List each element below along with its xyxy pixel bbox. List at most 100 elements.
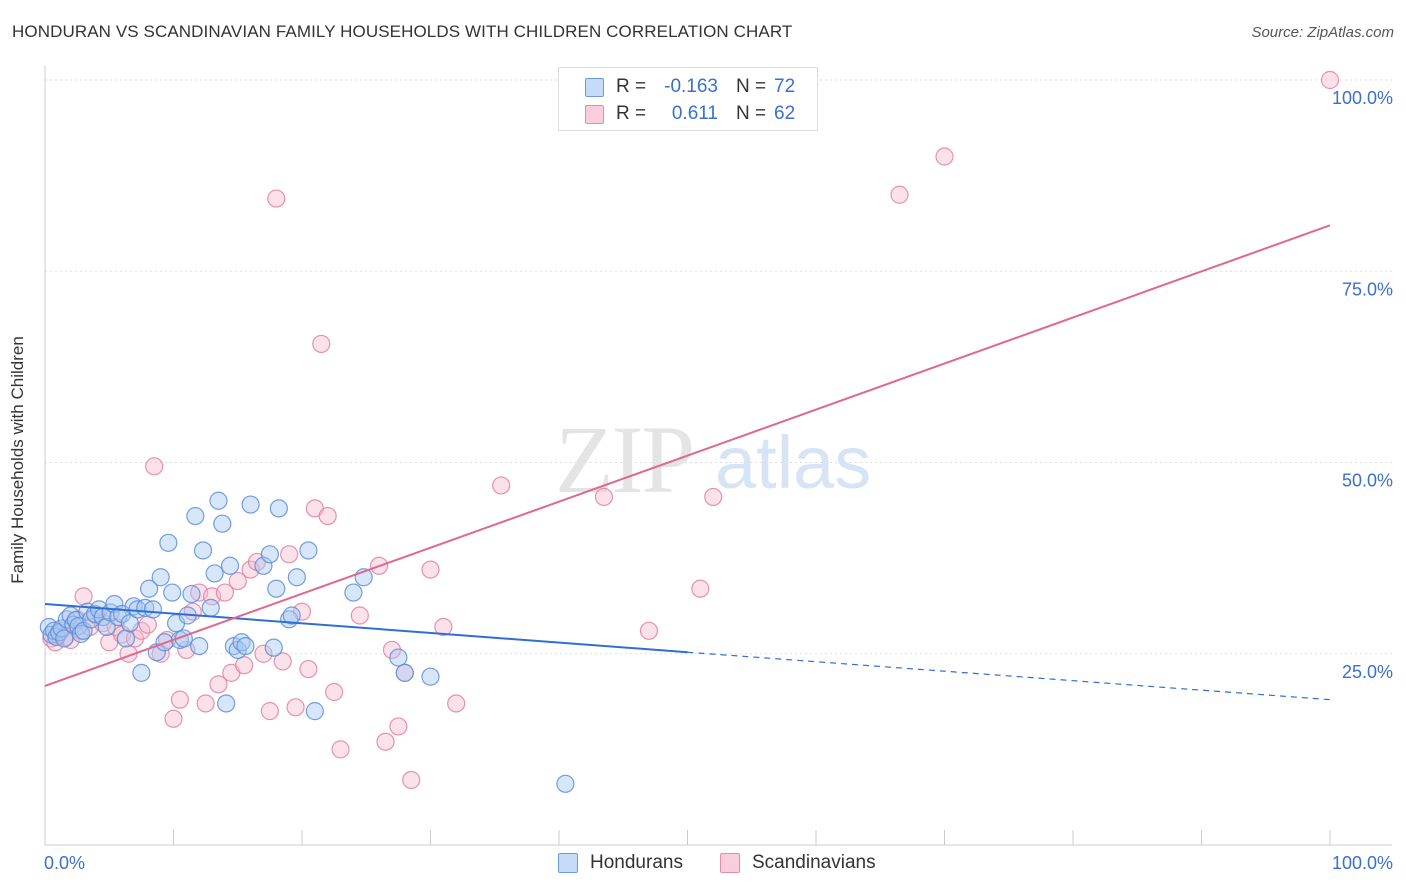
- legend-r-label: R =: [616, 76, 647, 97]
- scandinavian-point: [447, 694, 466, 713]
- scandinavian-point: [299, 659, 318, 679]
- series-legend: Hondurans Scandinavians: [0, 852, 1406, 878]
- honduran-point: [282, 606, 301, 625]
- honduran-trend-extension: [687, 651, 1331, 701]
- scandinavian-point: [260, 702, 279, 721]
- scandinavian-point: [594, 487, 614, 507]
- watermark-atlas: atlas: [715, 421, 871, 504]
- legend-r-value: 0.611: [671, 103, 718, 124]
- honduran-point: [71, 624, 91, 643]
- scandinavian-point: [1320, 70, 1340, 90]
- honduran-point: [254, 556, 273, 575]
- honduran-point: [151, 568, 170, 587]
- scandinavian-point: [318, 506, 337, 526]
- legend-r-label: R =: [616, 103, 647, 124]
- scandinavian-point: [639, 621, 659, 640]
- scandinavian-point: [273, 652, 292, 671]
- honduran-point: [120, 614, 139, 633]
- legend-label-scandinavians: Scandinavians: [752, 852, 876, 873]
- stats-legend: R = -0.163 N = 72 R = 0.611 N = 62: [558, 67, 818, 131]
- legend-n-label: N =: [736, 103, 767, 124]
- scandinavian-point: [389, 717, 408, 736]
- y-tick-label: 25.0%: [1342, 662, 1393, 682]
- honduran-trend-line: [44, 603, 688, 654]
- scandinavian-point: [267, 189, 286, 208]
- honduran-point: [186, 506, 205, 526]
- legend-swatch-pink: [720, 853, 740, 873]
- legend-n-label: N =: [736, 76, 767, 97]
- x-tick-label-min: 0.0%: [44, 853, 85, 873]
- scandinavian-point: [170, 690, 190, 709]
- legend-swatch-blue: [585, 77, 604, 97]
- scandinavian-point: [215, 583, 234, 602]
- legend-swatch-pink: [585, 104, 604, 124]
- scandinavian-point: [145, 457, 164, 476]
- chart-title: HONDURAN VS SCANDINAVIAN FAMILY HOUSEHOL…: [12, 22, 793, 41]
- scandinavian-trend-line: [44, 224, 1331, 687]
- honduran-point: [201, 598, 220, 617]
- honduran-point: [143, 600, 163, 619]
- scandinavian-point: [421, 560, 440, 579]
- scandinavian-point: [209, 675, 228, 694]
- legend-r-value: -0.163: [664, 76, 718, 97]
- honduran-point: [139, 579, 159, 598]
- scandinavian-point: [890, 185, 909, 204]
- scandinavian-point: [350, 606, 369, 625]
- honduran-point: [389, 648, 408, 667]
- scandinavian-point: [286, 698, 305, 717]
- honduran-point: [182, 584, 201, 604]
- honduran-point: [299, 541, 318, 560]
- legend-swatch-blue: [558, 853, 578, 873]
- honduran-point: [209, 491, 228, 510]
- x-tick-label-max: 100.0%: [1332, 853, 1393, 873]
- honduran-point: [217, 694, 236, 713]
- honduran-point: [205, 564, 224, 583]
- y-tick-label: 50.0%: [1342, 471, 1393, 491]
- legend-label-hondurans: Hondurans: [590, 852, 683, 873]
- legend-item-hondurans[interactable]: Hondurans: [558, 852, 683, 874]
- honduran-point: [287, 568, 306, 587]
- honduran-point: [163, 583, 182, 602]
- scandinavian-point: [74, 587, 93, 606]
- y-tick-label: 100.0%: [1332, 88, 1393, 108]
- y-axis-label: Family Households with Children: [8, 336, 27, 584]
- honduran-point: [213, 514, 232, 533]
- scandinavian-point: [325, 682, 344, 702]
- scandinavian-point: [434, 617, 453, 637]
- honduran-point: [344, 583, 363, 602]
- y-tick-label: 75.0%: [1342, 279, 1393, 299]
- honduran-point: [132, 663, 151, 682]
- scandinavian-point: [935, 147, 954, 166]
- legend-item-scandinavians[interactable]: Scandinavians: [720, 852, 876, 874]
- scandinavian-point: [138, 615, 157, 634]
- legend-n-value: 62: [774, 103, 796, 124]
- honduran-point: [421, 667, 440, 686]
- honduran-point: [193, 541, 213, 560]
- scandinavian-point: [164, 709, 183, 728]
- honduran-point: [116, 629, 136, 648]
- honduran-point: [260, 545, 279, 564]
- scandinavian-point: [254, 644, 273, 663]
- legend-n-value: 72: [774, 76, 796, 97]
- honduran-point: [220, 556, 240, 575]
- honduran-point: [97, 617, 116, 637]
- scandinavian-point: [280, 545, 299, 564]
- honduran-point: [190, 636, 209, 656]
- scandinavian-point: [376, 732, 395, 751]
- honduran-point: [267, 579, 286, 598]
- scandinavian-point: [235, 656, 254, 675]
- scandinavian-point: [312, 334, 331, 354]
- honduran-point: [395, 663, 414, 682]
- scandinavian-point: [331, 740, 350, 759]
- honduran-point: [305, 702, 324, 721]
- honduran-point: [241, 495, 260, 514]
- honduran-point: [236, 636, 255, 656]
- scandinavian-point: [691, 579, 710, 598]
- scandinavian-point: [492, 476, 511, 495]
- honduran-point: [159, 533, 178, 552]
- honduran-point: [55, 629, 74, 648]
- source-label: Source: ZipAtlas.com: [1251, 24, 1394, 41]
- honduran-point: [556, 774, 575, 793]
- scandinavian-point: [704, 487, 723, 507]
